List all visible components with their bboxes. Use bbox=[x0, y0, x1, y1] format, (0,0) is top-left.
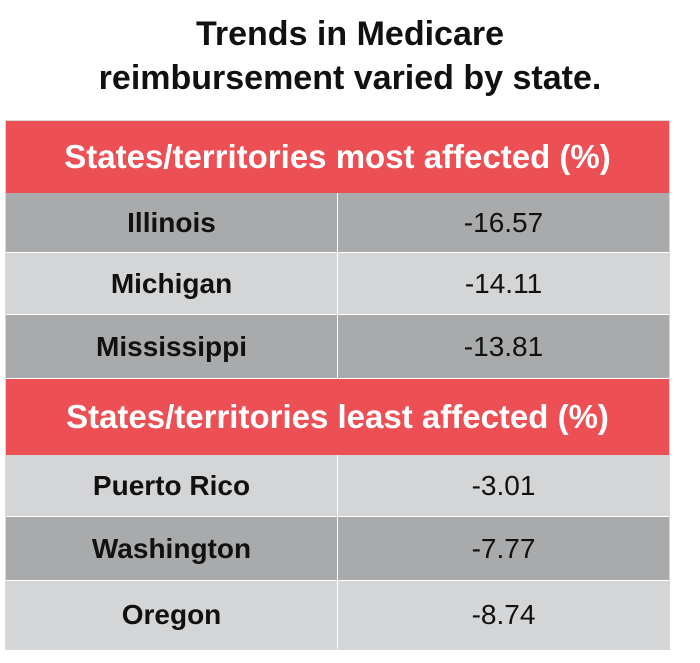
state-value: -13.81 bbox=[463, 330, 544, 362]
table-row: Michigan -14.11 bbox=[6, 253, 669, 315]
state-name: Oregon bbox=[6, 581, 338, 649]
table-row: Puerto Rico -3.01 bbox=[6, 455, 669, 517]
reimbursement-table: States/territories most affected (%) Ill… bbox=[5, 120, 670, 650]
state-name: Washington bbox=[6, 517, 338, 580]
state-value: -14.11 bbox=[464, 267, 543, 299]
title-line-2: reimbursement varied by state. bbox=[98, 59, 602, 97]
state-value: -7.77 bbox=[471, 532, 536, 564]
title-line-1: Trends in Medicare bbox=[196, 15, 504, 53]
section-header-label: States/territories least affected (%) bbox=[66, 398, 609, 435]
state-name: Illinois bbox=[6, 193, 338, 252]
state-value: -16.57 bbox=[463, 206, 544, 238]
state-name: Michigan bbox=[6, 253, 338, 314]
state-name: Puerto Rico bbox=[6, 455, 338, 516]
table-row: Mississippi -13.81 bbox=[6, 315, 669, 379]
state-value: -8.74 bbox=[471, 599, 536, 630]
section-header-label: States/territories most affected (%) bbox=[64, 138, 611, 175]
section-header-least-affected: States/territories least affected (%) bbox=[6, 379, 669, 455]
table-row: Oregon -8.74 bbox=[6, 581, 669, 649]
table-row: Illinois -16.57 bbox=[6, 193, 669, 253]
table-row: Washington -7.77 bbox=[6, 517, 669, 581]
chart-title: Trends in Medicare reimbursement varied … bbox=[0, 12, 700, 100]
state-value: -3.01 bbox=[471, 469, 536, 501]
section-header-most-affected: States/territories most affected (%) bbox=[6, 121, 669, 193]
state-name: Mississippi bbox=[6, 315, 338, 378]
